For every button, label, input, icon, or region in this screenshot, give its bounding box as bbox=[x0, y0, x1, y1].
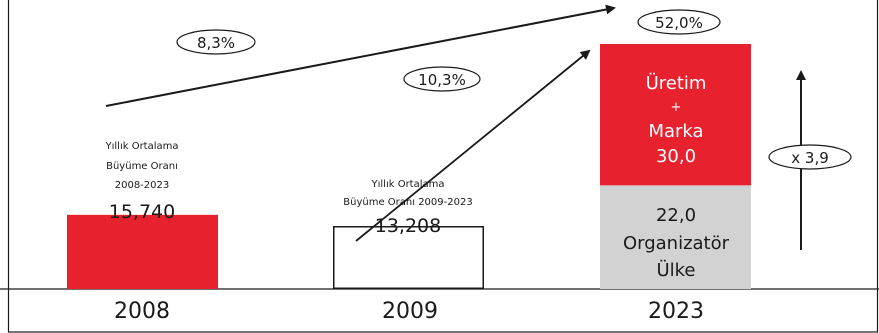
bar-2009 bbox=[333, 226, 484, 290]
cagr-2009-value: 10,3% bbox=[418, 71, 466, 89]
category-label-2009: 2009 bbox=[382, 299, 438, 324]
growth-arrow-2009-2023 bbox=[355, 49, 591, 242]
stack-top-label-line1: Üretim bbox=[646, 72, 707, 94]
category-label-2008: 2008 bbox=[114, 299, 170, 324]
share-ellipse bbox=[637, 9, 721, 35]
multiplier-value: x 3,9 bbox=[791, 149, 829, 167]
value-label-2009: 13,208 bbox=[375, 215, 441, 237]
bar-2008 bbox=[67, 214, 218, 289]
value-label-2008: 15,740 bbox=[109, 201, 175, 223]
chart-frame bbox=[7, 0, 879, 333]
cagr-2009-ellipse bbox=[403, 66, 481, 92]
cagr-2008-text-line2: Büyüme Oranı bbox=[106, 161, 178, 172]
stack-bottom-label-line1: 22,0 bbox=[656, 205, 696, 226]
growth-arrow-2008-2023 bbox=[105, 4, 616, 107]
multiplier-ellipse bbox=[768, 144, 852, 170]
stack-top-label-line4: 30,0 bbox=[656, 146, 696, 167]
cagr-2008-ellipse bbox=[176, 29, 256, 55]
cagr-2009-text-line1: Yıllık Ortalama bbox=[371, 179, 445, 190]
stack-bottom-label-line2: Organizatör bbox=[623, 233, 730, 254]
stack-top-label-line3: Marka bbox=[648, 121, 703, 142]
bar-2023-uretim-marka bbox=[600, 44, 751, 186]
cagr-2009-text-line2: Büyüme Oranı 2009-2023 bbox=[343, 197, 472, 208]
category-label-2023: 2023 bbox=[648, 299, 704, 324]
cagr-2008-value: 8,3% bbox=[197, 34, 235, 52]
stack-top-label-line2: + bbox=[671, 100, 682, 115]
share-value: 52,0% bbox=[655, 14, 703, 32]
stack-bottom-label-line3: Ülke bbox=[656, 259, 695, 281]
cagr-2008-text-line3: 2008-2023 bbox=[115, 180, 170, 191]
bar-2023-organizator bbox=[600, 185, 751, 289]
cagr-2008-text-line1: Yıllık Ortalama bbox=[105, 141, 179, 152]
